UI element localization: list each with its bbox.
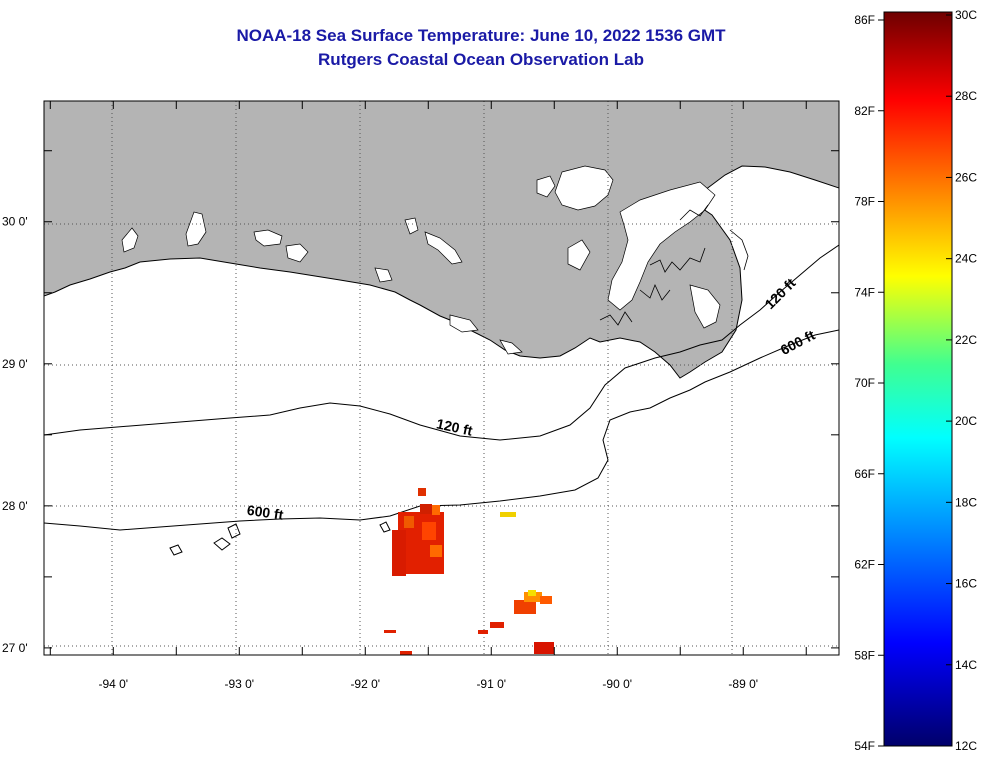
latitude-labels: 30 0' 29 0' 28 0' 27 0' (2, 215, 28, 655)
colorbar-f-label: 62F (854, 558, 875, 572)
colorbar-celsius-labels: 30C 28C 26C 24C 22C 20C 18C 16C 14C 12C (946, 8, 977, 753)
marsh-lines (599, 204, 749, 326)
colorbar-c-label: 14C (955, 658, 977, 672)
colorbar-c-label: 28C (955, 89, 977, 103)
map-subtitle: Rutgers Coastal Ocean Observation Lab (318, 50, 644, 69)
colorbar-f-label: 82F (854, 104, 875, 118)
colorbar-c-label: 30C (955, 8, 977, 22)
colorbar-c-label: 24C (955, 252, 977, 266)
isobath-120ft (44, 244, 839, 441)
colorbar-f-label: 78F (854, 195, 875, 209)
latitude-label: 27 0' (2, 641, 28, 655)
colorbar-f-label: 74F (854, 285, 875, 299)
isobath-patches (169, 521, 391, 556)
colorbar-f-label: 70F (854, 376, 875, 390)
latitude-label: 29 0' (2, 357, 28, 371)
latitude-label: 28 0' (2, 499, 28, 513)
longitude-label: -91 0' (476, 677, 506, 691)
colorbar (883, 11, 953, 747)
colorbar-c-label: 18C (955, 495, 977, 509)
sst-patches (384, 488, 554, 655)
longitude-label: -90 0' (602, 677, 632, 691)
colorbar-c-label: 22C (955, 333, 977, 347)
plot-frame (43, 100, 840, 656)
longitude-label: -92 0' (350, 677, 380, 691)
grid-lines (44, 101, 839, 655)
colorbar-f-label: 86F (854, 13, 875, 27)
colorbar-f-label: 54F (854, 739, 875, 753)
colorbar-c-label: 12C (955, 739, 977, 753)
contour-label: 600 ft (246, 502, 285, 523)
isobath-600ft (44, 329, 839, 531)
frame-ticks (44, 101, 839, 655)
colorbar-c-label: 20C (955, 414, 977, 428)
colorbar-c-label: 26C (955, 170, 977, 184)
colorbar-c-label: 16C (955, 577, 977, 591)
colorbar-f-label: 58F (854, 648, 875, 662)
colorbar-fahrenheit-labels: 86F 82F 78F 74F 70F 66F 62F 58F 54F (854, 13, 884, 753)
longitude-label: -93 0' (224, 677, 254, 691)
contour-label: 120 ft (435, 415, 474, 438)
inland-water (121, 165, 721, 355)
colorbar-f-label: 66F (854, 467, 875, 481)
latitude-label: 30 0' (2, 215, 28, 229)
longitude-labels: -94 0' -93 0' -92 0' -91 0' -90 0' -89 0' (98, 677, 758, 691)
longitude-label: -89 0' (728, 677, 758, 691)
map-title: NOAA-18 Sea Surface Temperature: June 10… (236, 26, 726, 45)
longitude-label: -94 0' (98, 677, 128, 691)
